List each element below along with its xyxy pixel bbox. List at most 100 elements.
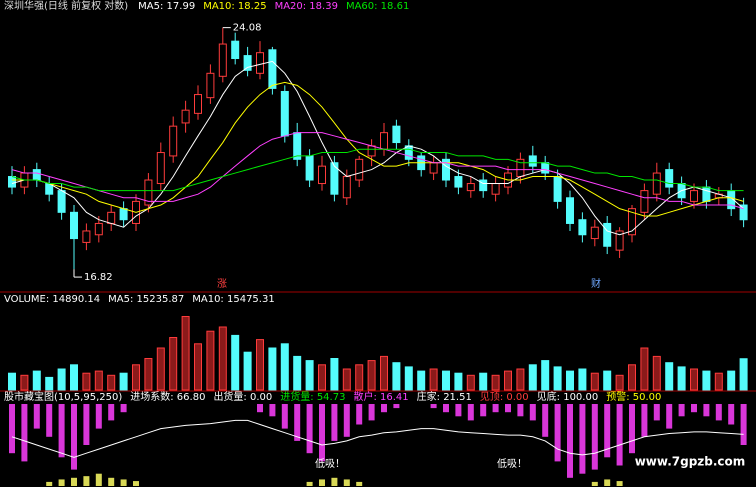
volume-bar bbox=[256, 339, 264, 391]
indicator-bar bbox=[604, 479, 611, 486]
indicator-bar bbox=[616, 404, 623, 466]
volume-bar bbox=[702, 370, 711, 391]
indicator-bar bbox=[95, 473, 102, 486]
volume-bar bbox=[8, 372, 16, 391]
indicator-bar bbox=[46, 481, 53, 486]
candle-body bbox=[119, 208, 128, 221]
candle-body bbox=[702, 186, 711, 202]
candle-body bbox=[194, 94, 202, 114]
indicator-bar bbox=[281, 404, 288, 429]
indicator-bar bbox=[455, 404, 462, 417]
indicator-bar bbox=[567, 404, 573, 478]
volume-bar bbox=[181, 316, 190, 391]
volume-bar bbox=[342, 368, 351, 391]
indicator-bar bbox=[343, 479, 350, 486]
indicator-bar bbox=[133, 481, 139, 486]
indicator-bar bbox=[368, 404, 375, 421]
candle-body bbox=[739, 204, 748, 221]
chart-title: 深圳华强(日线 前复权 对数) bbox=[4, 0, 128, 12]
volume-bar bbox=[355, 364, 364, 391]
indicator-bar bbox=[331, 404, 338, 441]
indicator-bar bbox=[356, 481, 363, 486]
indicator-bar bbox=[58, 404, 65, 458]
indicator-line bbox=[11, 419, 744, 458]
indicator-bar bbox=[331, 477, 338, 486]
volume-bar bbox=[677, 366, 686, 391]
indicator-bar bbox=[542, 404, 549, 437]
volume-bar bbox=[367, 360, 376, 391]
indicator-bar bbox=[467, 404, 474, 421]
volume-bar bbox=[268, 347, 277, 391]
indicator-bar bbox=[641, 404, 648, 437]
volume-bar bbox=[491, 374, 500, 391]
volume-bar bbox=[628, 364, 636, 391]
candle-body bbox=[578, 219, 587, 236]
volume-bar bbox=[466, 374, 475, 391]
candle-body bbox=[57, 190, 66, 213]
candle-body bbox=[690, 190, 698, 202]
volume-bar bbox=[82, 372, 91, 391]
volume-bar bbox=[194, 343, 202, 391]
indicator-bar bbox=[381, 404, 387, 413]
candle-body bbox=[466, 183, 475, 192]
header-item: 预警: 50.00 bbox=[606, 390, 661, 403]
watermark: www.7gpzb.com bbox=[635, 455, 746, 469]
indicator-bar bbox=[715, 404, 722, 421]
indicator-bar bbox=[33, 404, 40, 429]
indicator-bar bbox=[591, 404, 598, 470]
volume-bar bbox=[243, 351, 252, 391]
indicator-bar bbox=[740, 404, 747, 445]
volume-bar bbox=[404, 366, 413, 391]
volume-bar bbox=[528, 364, 537, 391]
candle-body bbox=[367, 145, 376, 157]
volume-bar bbox=[32, 370, 41, 391]
volume-bar bbox=[714, 372, 723, 391]
candle-body bbox=[392, 125, 401, 144]
indicator-bar bbox=[71, 477, 77, 486]
candle-body bbox=[94, 222, 103, 236]
candle-body bbox=[429, 162, 438, 174]
volume-bar bbox=[231, 334, 240, 391]
candle-body bbox=[280, 90, 289, 137]
volume-bar bbox=[169, 337, 178, 391]
ma-line bbox=[11, 60, 744, 236]
indicator-bar bbox=[21, 404, 28, 462]
header-item: 庄家: 21.51 bbox=[417, 390, 472, 403]
indicator-bar bbox=[257, 404, 263, 413]
volume-bar bbox=[119, 372, 128, 391]
volume-bar bbox=[739, 358, 748, 391]
indicator-bar bbox=[58, 479, 65, 486]
volume-bar bbox=[206, 330, 215, 391]
indicator-bar bbox=[306, 404, 313, 454]
ma-line bbox=[11, 148, 744, 192]
indicator-bar bbox=[629, 404, 635, 454]
indicator-bar bbox=[9, 404, 15, 454]
header-item: MA10: 15475.31 bbox=[192, 294, 274, 305]
candle-body bbox=[156, 152, 165, 185]
candle-body bbox=[8, 176, 16, 188]
indicator-bar bbox=[294, 404, 301, 441]
candle-body bbox=[268, 49, 277, 89]
candle-body bbox=[404, 145, 413, 160]
volume-bar bbox=[20, 374, 29, 391]
candle-body bbox=[256, 52, 264, 74]
header-item: MA5: 15235.87 bbox=[108, 294, 184, 305]
candle-body bbox=[590, 226, 599, 240]
indicator-bar bbox=[529, 404, 536, 421]
indicator-bar bbox=[703, 404, 710, 417]
indicator-bar bbox=[319, 404, 325, 462]
volume-bar bbox=[330, 358, 339, 391]
candle-body bbox=[206, 72, 215, 99]
ma-line bbox=[11, 132, 744, 210]
candle-body bbox=[342, 176, 351, 199]
marker-label: 涨 bbox=[217, 278, 227, 290]
volume-bar bbox=[479, 372, 488, 391]
candle-body bbox=[181, 109, 190, 124]
candle-body bbox=[603, 222, 612, 247]
header-item: 出货量: 0.00 bbox=[213, 390, 272, 403]
indicator-bar bbox=[678, 404, 685, 417]
indicator-bar bbox=[728, 404, 735, 425]
volume-bar bbox=[590, 372, 599, 391]
volume-bar bbox=[727, 370, 736, 391]
header-item: VOLUME: 14890.14 bbox=[4, 294, 100, 305]
